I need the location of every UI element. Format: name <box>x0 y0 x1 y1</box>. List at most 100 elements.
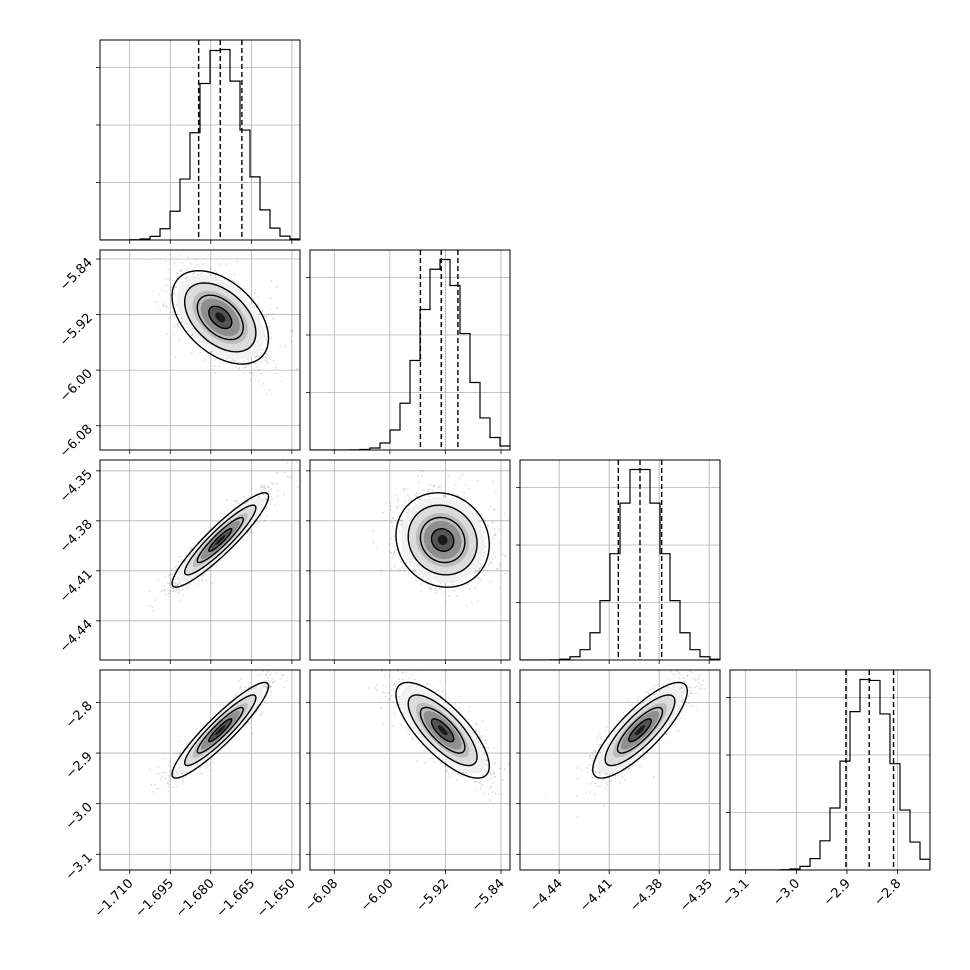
sample-point <box>682 692 685 694</box>
x-tick-label: −6.00 <box>358 876 397 915</box>
sample-point <box>199 766 202 768</box>
sample-point <box>244 366 246 369</box>
sample-point <box>498 562 501 565</box>
sample-point <box>163 285 166 288</box>
sample-point <box>261 712 264 715</box>
sample-point <box>236 260 238 263</box>
sample-point <box>689 689 692 692</box>
sample-point <box>168 306 171 309</box>
sample-point <box>606 783 609 786</box>
sample-point <box>152 609 155 612</box>
sample-point <box>504 554 507 557</box>
sample-point <box>268 388 271 391</box>
sample-point <box>637 761 640 764</box>
sample-point <box>594 760 597 763</box>
sample-point <box>485 536 488 539</box>
sample-point <box>475 512 477 515</box>
sample-point <box>473 572 476 574</box>
contour-line <box>592 681 688 779</box>
x-tick-label: −3.0 <box>770 876 803 909</box>
sample-point <box>459 476 461 479</box>
sample-point <box>228 701 230 703</box>
sample-point <box>175 589 178 592</box>
sample-point <box>414 580 417 582</box>
sample-point <box>605 788 607 790</box>
scatter-panel-4-2: −6.08 −6.00 −5.92 −5.84 <box>302 669 511 915</box>
sample-point <box>269 502 272 505</box>
sample-point <box>400 569 402 572</box>
sample-point <box>605 773 608 776</box>
sample-point <box>227 357 230 360</box>
sample-point <box>171 588 174 590</box>
sample-point <box>400 523 403 526</box>
sample-point <box>593 793 596 796</box>
sample-point <box>179 555 182 557</box>
sample-point <box>482 555 485 558</box>
sample-point <box>248 721 250 724</box>
sample-point <box>491 537 494 540</box>
sample-point <box>223 513 226 516</box>
sample-point <box>676 664 678 666</box>
sample-point <box>389 502 392 504</box>
sample-point <box>439 680 442 683</box>
sample-point <box>483 753 486 756</box>
x-tick-label: −2.8 <box>871 876 904 909</box>
x-tick-label: −2.9 <box>821 876 854 909</box>
sample-point <box>284 346 287 349</box>
sample-point <box>165 306 167 309</box>
sample-point <box>415 492 418 495</box>
sample-point <box>475 780 478 782</box>
sample-point <box>646 691 649 694</box>
sample-point <box>169 574 172 576</box>
x-tick-label: −1.710 <box>92 876 137 921</box>
sample-point <box>415 686 418 689</box>
axes-frame <box>99 669 301 871</box>
sample-point <box>281 673 284 676</box>
sample-point <box>169 288 172 291</box>
sample-point <box>486 780 489 783</box>
sample-point <box>234 360 237 363</box>
sample-point <box>690 692 693 694</box>
sample-point <box>426 683 429 685</box>
sample-point <box>196 273 199 276</box>
sample-point <box>496 567 499 570</box>
sample-point <box>491 791 494 794</box>
sample-point <box>151 605 154 608</box>
sample-point <box>214 372 217 374</box>
sample-point <box>475 728 477 731</box>
sample-point <box>382 511 384 514</box>
axes-frame <box>309 459 511 661</box>
sample-point <box>234 500 237 502</box>
sample-point <box>198 246 200 248</box>
sample-point <box>484 519 486 522</box>
sample-point <box>494 762 497 764</box>
sample-point <box>468 705 471 708</box>
sample-point <box>585 771 588 774</box>
sample-point <box>502 779 504 782</box>
sample-point <box>271 681 274 684</box>
sample-point <box>493 776 496 778</box>
sample-point <box>406 561 408 564</box>
sample-point <box>174 566 176 569</box>
sample-point <box>489 561 492 564</box>
sample-point <box>168 778 171 781</box>
sample-point <box>440 762 442 765</box>
sample-point <box>606 726 609 729</box>
sample-point <box>642 758 645 760</box>
sample-point <box>281 380 283 383</box>
sample-point <box>204 346 207 349</box>
sample-point <box>645 690 648 693</box>
sample-point <box>681 686 684 688</box>
sample-point <box>174 356 176 359</box>
sample-point <box>484 728 487 731</box>
sample-point <box>258 380 261 382</box>
sample-point <box>496 746 499 749</box>
sample-point <box>271 497 273 500</box>
sample-point <box>382 722 385 725</box>
sample-point <box>478 567 481 570</box>
sample-point <box>266 514 269 517</box>
sample-point <box>697 682 699 685</box>
sample-point <box>176 582 179 585</box>
sample-point <box>643 757 646 760</box>
sample-point <box>203 359 206 362</box>
